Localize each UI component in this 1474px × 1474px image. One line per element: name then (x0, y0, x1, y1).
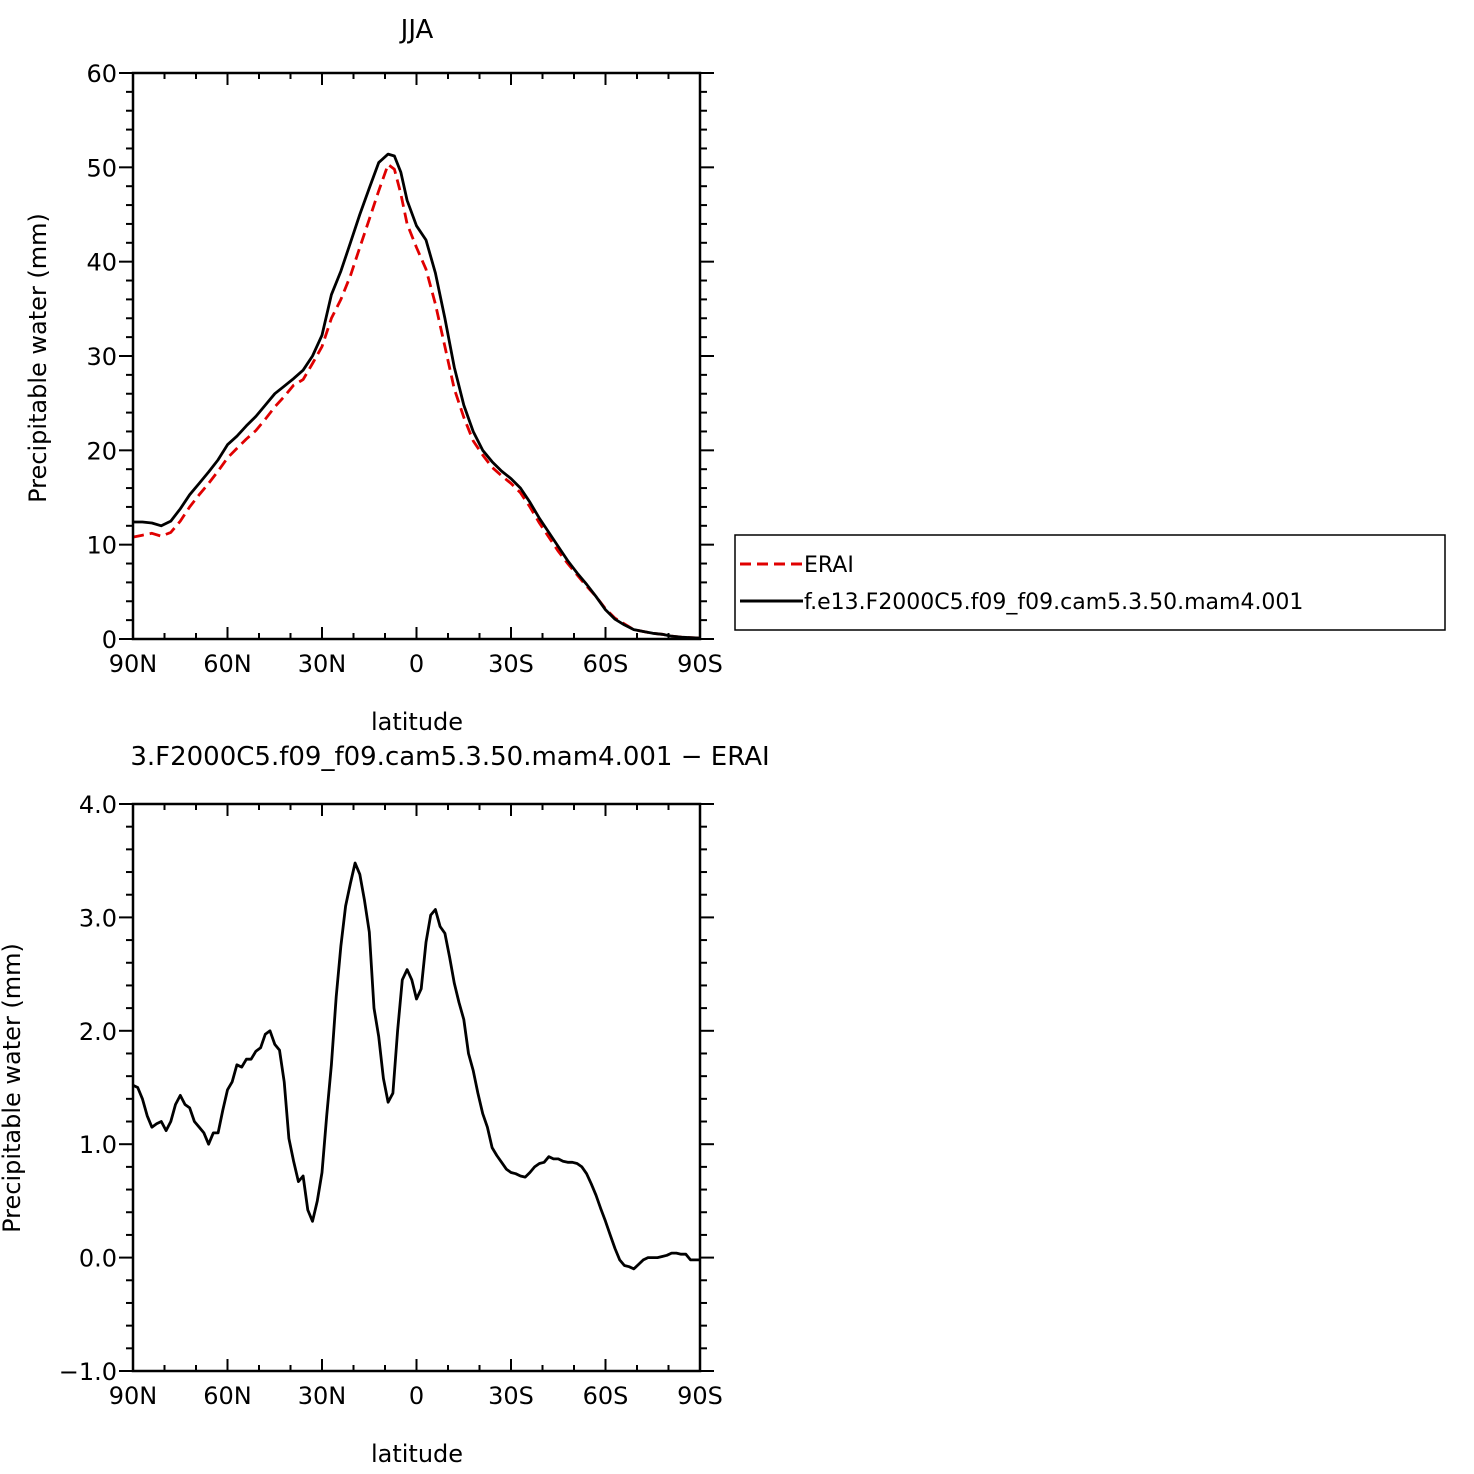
legend: ERAI f.e13.F2000C5.f09_f09.cam5.3.50.mam… (734, 534, 1446, 631)
x-tick-label: 30S (488, 650, 534, 678)
x-tick-label: 30N (298, 650, 347, 678)
x-tick-label: 90S (677, 650, 723, 678)
bottom-tick-labels: 90N 60N 30N 0 30S 60S 90S −1.0 0.0 1.0 2.0 3.0 4.0 (59, 791, 723, 1410)
series-line-f-e13-f2000c5-f09-f09-cam5-3-50-mam4-001 (133, 152, 701, 640)
x-tick-label: 60N (203, 1382, 252, 1410)
top-y-axis-label: Precipitable water (mm) (24, 213, 52, 503)
x-tick-label: 30S (488, 1382, 534, 1410)
y-tick-label: 20 (86, 437, 117, 465)
x-tick-label: 60S (583, 1382, 629, 1410)
top-series-lines (132, 152, 701, 640)
x-tick-label: 60S (583, 650, 629, 678)
y-tick-label: 40 (86, 249, 117, 277)
y-tick-label: 10 (86, 532, 117, 560)
top-x-axis-label: latitude (371, 708, 463, 736)
bottom-series-lines (132, 861, 700, 1271)
x-tick-label: 90N (109, 650, 158, 678)
top-axis-ticks (119, 72, 714, 640)
top-plot-frame (131, 71, 702, 641)
y-tick-label: 3.0 (79, 904, 117, 932)
x-tick-label: 90N (109, 1382, 158, 1410)
series-line-erai (132, 163, 701, 640)
y-tick-label: 2.0 (79, 1018, 117, 1046)
y-tick-label: 30 (86, 343, 117, 371)
bottom-plot-frame (131, 802, 702, 1373)
y-tick-label: 1.0 (79, 1131, 117, 1159)
legend-label-model: f.e13.F2000C5.f09_f09.cam5.3.50.mam4.001 (804, 590, 1303, 615)
bottom-panel: 3.F2000C5.f09_f09.cam5.3.50.mam4.001 − E… (0, 742, 770, 1468)
y-tick-label: 60 (86, 60, 117, 88)
top-chart-title: JJA (399, 15, 434, 45)
y-tick-label: 4.0 (79, 791, 117, 819)
x-tick-label: 60N (203, 650, 252, 678)
series-line-diff-0 (132, 861, 700, 1271)
top-panel: JJA latitude Precipitable water (mm) 90N… (24, 15, 723, 736)
y-tick-label: 0.0 (79, 1245, 117, 1273)
y-tick-label: 50 (86, 154, 117, 182)
y-tick-label: 0 (102, 626, 117, 654)
legend-box (734, 534, 1446, 631)
top-tick-labels: 90N 60N 30N 0 30S 60S 90S 0 10 20 30 40 50 60 (86, 60, 722, 678)
x-tick-label: 0 (409, 650, 424, 678)
x-tick-label: 0 (409, 1382, 424, 1410)
legend-label-erai: ERAI (804, 553, 854, 578)
bottom-y-axis-label: Precipitable water (mm) (0, 943, 26, 1233)
bottom-chart-title: 3.F2000C5.f09_f09.cam5.3.50.mam4.001 − E… (130, 742, 769, 772)
bottom-axis-ticks (119, 803, 714, 1372)
y-tick-label: −1.0 (59, 1358, 117, 1386)
bottom-x-axis-label: latitude (371, 1440, 463, 1468)
x-tick-label: 90S (677, 1382, 723, 1410)
x-tick-label: 30N (298, 1382, 347, 1410)
